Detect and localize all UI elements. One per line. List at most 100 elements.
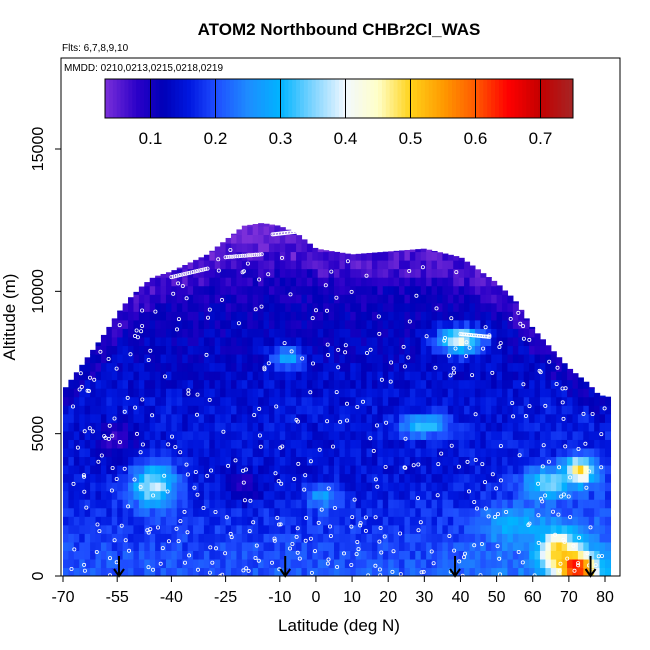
heatmap-cell	[263, 422, 270, 432]
heatmap-cell	[464, 473, 471, 483]
heatmap-cell	[252, 422, 259, 432]
heatmap-cell	[426, 464, 433, 475]
sample-point	[390, 569, 395, 574]
heatmap-cell	[361, 464, 368, 475]
heatmap-cell	[258, 533, 265, 543]
heatmap-cell	[241, 430, 248, 440]
colorbar-segment	[323, 79, 328, 118]
chart-title: ATOM2 Northbound CHBr2Cl_WAS	[198, 20, 481, 39]
heatmap-cell	[306, 473, 313, 483]
colorbar-segment	[518, 79, 523, 118]
heatmap-cell	[355, 362, 362, 372]
heatmap-cell	[155, 541, 162, 551]
heatmap-cell	[415, 302, 422, 312]
heatmap-cell	[106, 353, 113, 364]
heatmap-cell	[203, 379, 210, 389]
heatmap-cell	[252, 302, 259, 312]
heatmap-cell	[203, 345, 210, 355]
heatmap-cell	[117, 558, 124, 569]
heatmap-cell	[469, 396, 476, 406]
heatmap-cell	[198, 550, 205, 560]
heatmap-cell	[474, 447, 481, 458]
heatmap-cell	[144, 516, 151, 526]
heatmap-cell	[556, 371, 563, 381]
heatmap-cell	[160, 524, 167, 534]
heatmap-cell	[561, 567, 568, 576]
sample-point	[559, 494, 564, 499]
sample-point	[126, 504, 131, 509]
heatmap-cell	[312, 319, 319, 329]
heatmap-cell	[561, 422, 568, 432]
sample-point	[466, 489, 471, 494]
heatmap-cell	[415, 345, 422, 355]
heatmap-cell	[258, 405, 265, 415]
sample-point	[520, 560, 525, 565]
heatmap-cell	[420, 567, 427, 576]
heatmap-cell	[236, 294, 243, 304]
heatmap-cell	[258, 456, 265, 466]
heatmap-cell	[442, 311, 449, 321]
heatmap-cell	[241, 464, 248, 475]
heatmap-cell	[198, 447, 205, 458]
heatmap-cell	[268, 234, 275, 244]
heatmap-cell	[128, 302, 135, 312]
heatmap-cell	[377, 482, 384, 492]
heatmap-cell	[279, 294, 286, 304]
heatmap-cell	[442, 388, 449, 398]
heatmap-cell	[388, 405, 395, 415]
heatmap-cell	[268, 422, 275, 432]
heatmap-cell	[133, 336, 140, 347]
heatmap-cell	[485, 345, 492, 355]
sample-point	[546, 459, 551, 464]
heatmap-cell	[458, 319, 465, 329]
heatmap-cell	[572, 413, 579, 423]
heatmap-cell	[572, 558, 579, 569]
heatmap-cell	[176, 439, 183, 449]
heatmap-cell	[382, 388, 389, 398]
heatmap-cell	[117, 379, 124, 389]
heatmap-cell	[415, 294, 422, 304]
colorbar-segment	[487, 79, 492, 118]
heatmap-cell	[420, 558, 427, 569]
heatmap-cell	[138, 464, 145, 475]
heatmap-cell	[90, 550, 97, 560]
heatmap-cell	[361, 328, 368, 338]
heatmap-cell	[480, 490, 487, 500]
heatmap-cell	[279, 405, 286, 415]
heatmap-cell	[507, 490, 514, 500]
heatmap-cell	[583, 524, 590, 534]
heatmap-cell	[382, 379, 389, 389]
heatmap-cell	[361, 405, 368, 415]
heatmap-cell	[371, 379, 378, 389]
heatmap-cell	[68, 490, 75, 500]
sample-point	[434, 306, 439, 311]
heatmap-cell	[339, 294, 346, 304]
heatmap-cell	[225, 439, 232, 449]
heatmap-cell	[236, 405, 243, 415]
heatmap-cell	[366, 353, 373, 364]
heatmap-cell	[561, 456, 568, 466]
heatmap-cell	[415, 490, 422, 500]
sample-point	[155, 525, 160, 530]
heatmap-cell	[182, 516, 189, 526]
heatmap-cell	[523, 567, 530, 576]
colorbar-segment	[397, 79, 402, 118]
heatmap-cell	[268, 362, 275, 372]
heatmap-cell	[268, 439, 275, 449]
heatmap-cell	[350, 260, 357, 270]
heatmap-cell	[79, 388, 86, 398]
heatmap-cell	[193, 464, 200, 475]
colorbar-segment	[171, 79, 176, 118]
heatmap-cell	[323, 550, 330, 560]
heatmap-cell	[149, 447, 156, 458]
colorbar-segment	[432, 79, 437, 118]
heatmap-cell	[258, 353, 265, 364]
heatmap-cell	[334, 558, 341, 569]
heatmap-cell	[128, 473, 135, 483]
sample-point	[204, 352, 209, 357]
heatmap-cell	[220, 456, 227, 466]
heatmap-cell	[214, 268, 221, 278]
heatmap-cell	[442, 482, 449, 492]
heatmap-cell	[371, 396, 378, 406]
heatmap-cell	[529, 473, 536, 483]
